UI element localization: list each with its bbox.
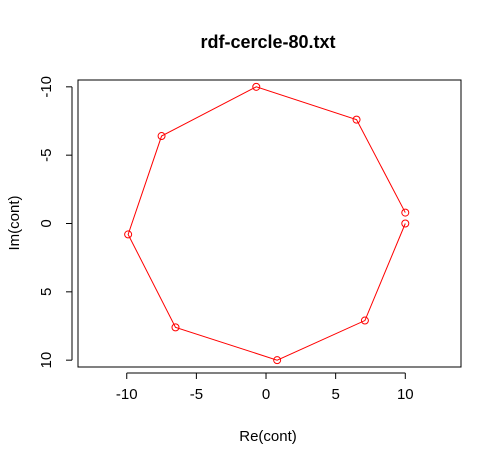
data-point	[401, 219, 410, 228]
x-tick-label: 5	[331, 386, 339, 403]
y-axis: -10 -5 0 5 10	[38, 76, 73, 369]
y-tick-label: -10	[38, 76, 55, 98]
y-tick-label: 10	[38, 352, 55, 369]
series-layer	[124, 82, 410, 365]
x-tick-label: 10	[397, 386, 414, 403]
data-point	[124, 230, 133, 239]
x-tick-label: 0	[262, 386, 270, 403]
data-point	[360, 316, 369, 325]
y-tick-label: -5	[38, 148, 55, 161]
plot-area	[77, 79, 462, 368]
data-point	[401, 208, 410, 217]
x-axis-label: Re(cont)	[239, 428, 297, 445]
y-tick-label: 5	[38, 288, 55, 296]
x-tick-label: -5	[190, 386, 203, 403]
x-tick-label: -10	[116, 386, 138, 403]
data-point	[157, 132, 166, 141]
series-line	[127, 86, 406, 361]
data-point	[171, 323, 180, 332]
data-point	[352, 115, 361, 124]
x-axis: -10 -5 0 5 10	[116, 372, 414, 403]
data-point	[252, 82, 261, 91]
y-tick-label: 0	[38, 219, 55, 227]
y-axis-label: Im(cont)	[6, 195, 23, 250]
chart-title: rdf-cercle-80.txt	[200, 32, 335, 52]
data-point	[273, 356, 282, 365]
